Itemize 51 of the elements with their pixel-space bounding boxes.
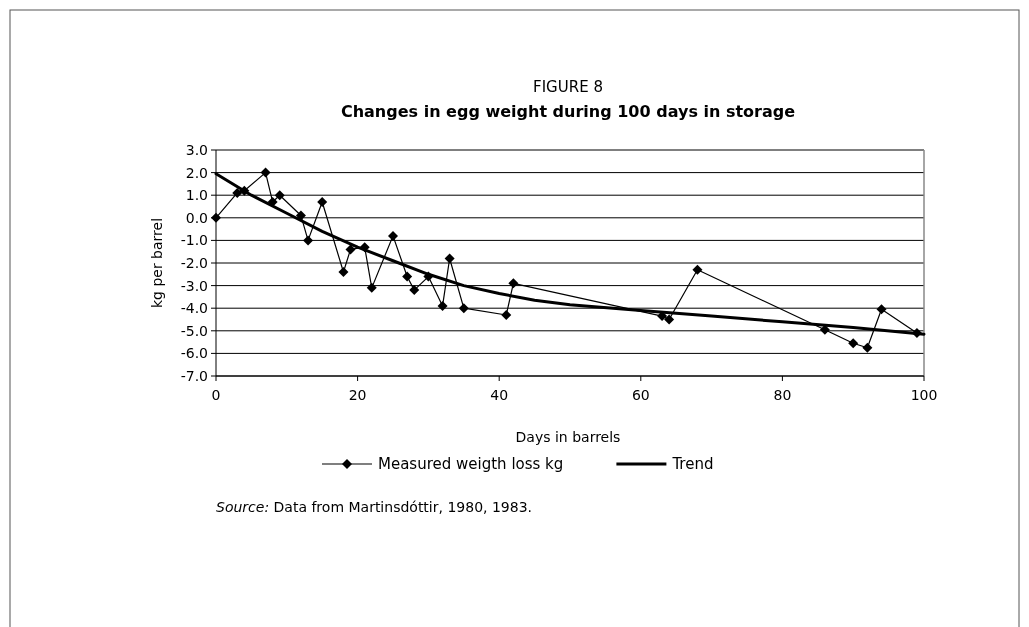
point (295, 210, 306, 221)
y-axis-title: kg per barrel (149, 217, 165, 309)
point (388, 230, 398, 241)
y-tick-label: 1.0 (185, 187, 208, 204)
point (274, 190, 285, 201)
y-tick-label: 0.0 (185, 209, 208, 226)
x-tick-label: 80 (773, 387, 792, 403)
point (267, 196, 278, 207)
y-tick-label: -3.0 (180, 277, 208, 294)
point (402, 271, 413, 282)
point (862, 342, 873, 353)
x-axis-title: Days in barrels (515, 429, 621, 445)
point (211, 212, 221, 223)
point (444, 253, 455, 264)
point (458, 303, 469, 314)
point (664, 314, 675, 325)
chart-title: FIGURE 8 (533, 78, 603, 96)
point (508, 278, 519, 289)
x-tick-label: 40 (490, 387, 509, 403)
point (359, 242, 370, 253)
x-tick-label: 60 (631, 387, 650, 403)
point (239, 185, 250, 196)
point (338, 267, 349, 278)
source-note: Source: Data from Martinsdóttir, 1980, 1983. (216, 499, 533, 515)
y-tick-label: -6.0 (180, 345, 208, 362)
point (317, 196, 328, 207)
y-tick-label: -7.0 (180, 367, 208, 384)
y-tick-label: -1.0 (180, 232, 208, 249)
point (848, 338, 859, 349)
legend-label: Trend (671, 455, 714, 474)
point (345, 244, 356, 255)
x-tick-label: 100 (910, 387, 938, 403)
point (232, 187, 243, 198)
chart-subtitle: Changes in egg weight during 100 days in storage (340, 102, 796, 121)
y-tick-label: -4.0 (180, 300, 208, 317)
point (876, 304, 887, 315)
point (501, 309, 512, 320)
point (303, 235, 314, 246)
point (437, 300, 448, 311)
point (366, 282, 377, 293)
x-tick-label: 0 (211, 387, 221, 403)
x-tick-label: 20 (348, 387, 367, 403)
point (409, 285, 420, 296)
legend-label: Measured weigth loss kg (378, 455, 564, 474)
point (692, 264, 703, 275)
point (423, 271, 434, 282)
y-tick-label: 2.0 (185, 164, 208, 181)
y-tick-label: -2.0 (180, 254, 208, 271)
y-tick-label: 3.0 (185, 141, 208, 158)
y-tick-label: -5.0 (180, 322, 208, 339)
point (260, 167, 271, 178)
